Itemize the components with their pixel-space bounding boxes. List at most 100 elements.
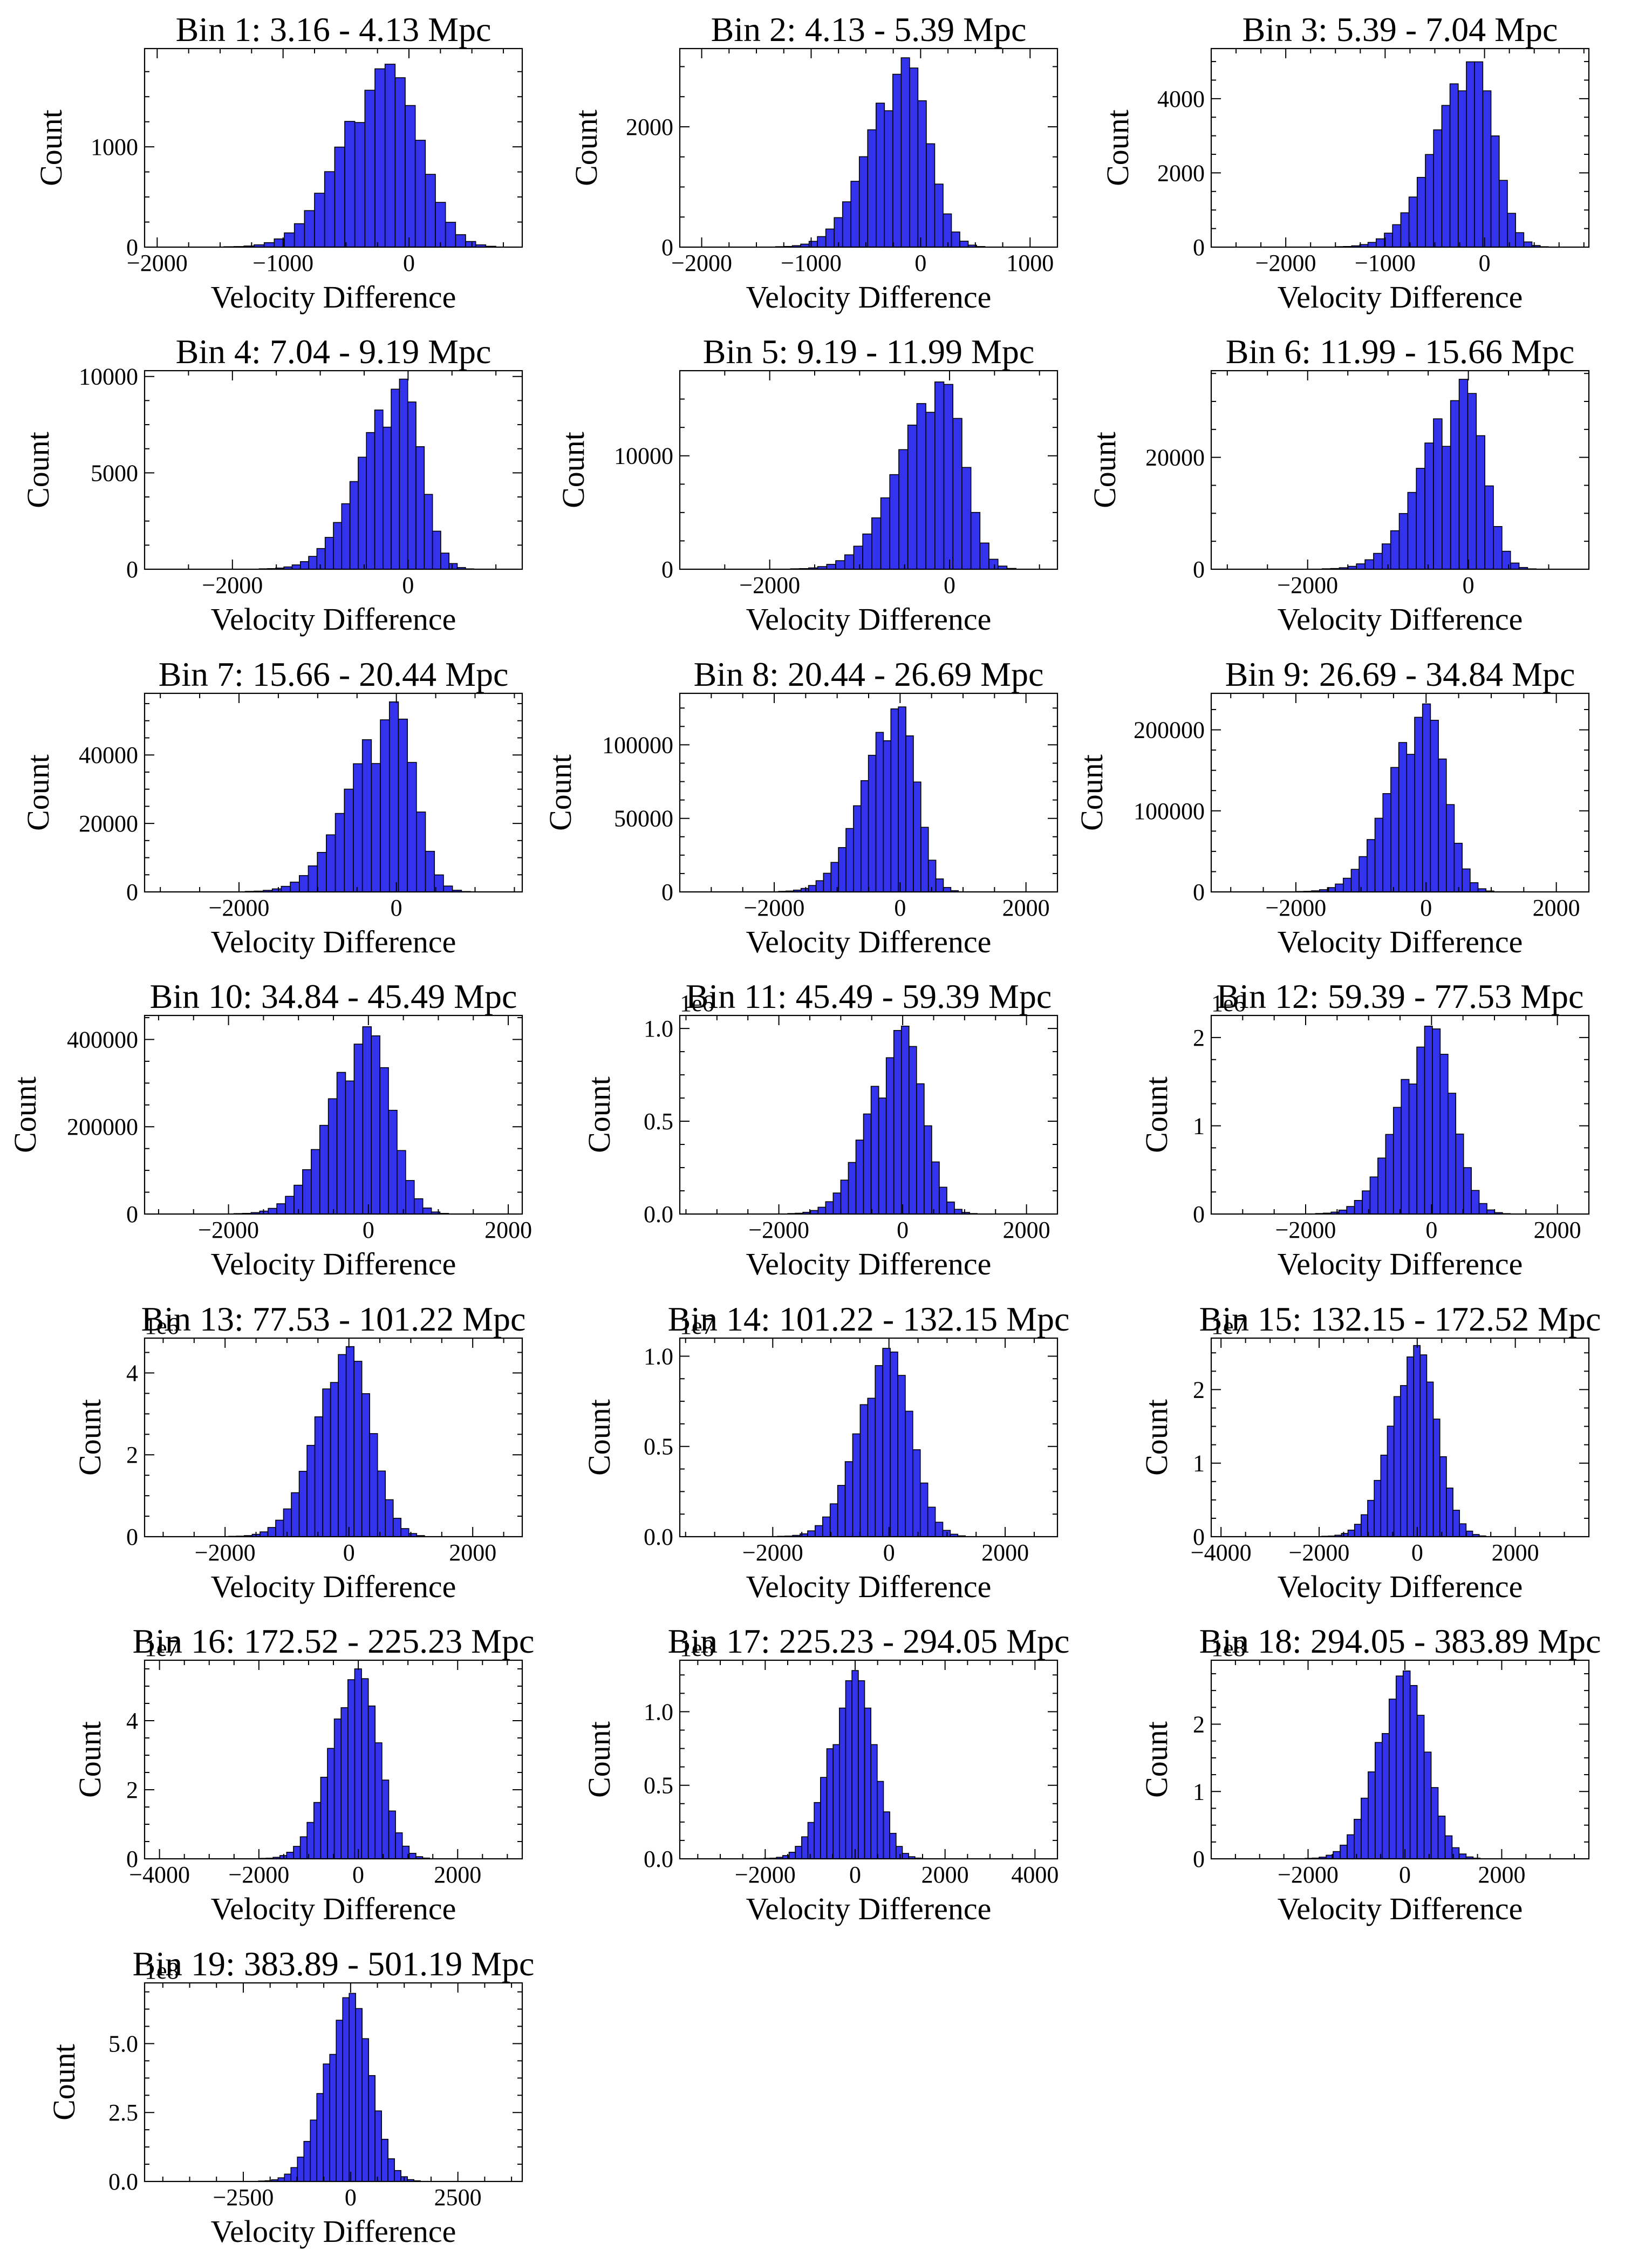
histogram-bar	[1395, 1675, 1404, 1859]
axes-frame	[1210, 692, 1590, 893]
histogram-bar	[298, 875, 309, 892]
histogram-bar	[1449, 83, 1459, 248]
panel-title: Bin 16: 172.52 - 225.23 Mpc	[133, 1622, 535, 1660]
histogram-bar	[829, 1503, 838, 1537]
histogram-bar	[316, 2093, 324, 2182]
histogram-bar	[924, 1125, 932, 1215]
histogram-bars	[763, 1670, 922, 1859]
histogram-bar	[374, 68, 386, 248]
histogram-bar	[445, 222, 456, 248]
x-axis-label: Velocity Difference	[211, 924, 456, 959]
histogram-bars	[233, 1026, 449, 1215]
y-axis-label: Count	[1087, 432, 1122, 508]
histogram-bar	[1373, 553, 1383, 570]
histogram-panel-5: −2000 0 0 10000 Bin 5: 9.19 - 11.99 Mpc Veloc…	[556, 332, 1059, 637]
histogram-bar	[822, 1516, 831, 1537]
histogram-bar	[905, 1410, 913, 1537]
histogram-bar	[1408, 196, 1418, 248]
histogram-bar	[1388, 1699, 1397, 1859]
histogram-panel-1: −2000 −1000 0 0 1000 Bin 1: 3.16 - 4.13 Mpc Ve…	[33, 10, 523, 315]
histogram-bar	[913, 781, 921, 892]
y-tick-label: 200000	[67, 1114, 138, 1140]
histogram-bar	[845, 828, 854, 892]
histogram-bar	[349, 1993, 357, 2182]
y-tick-label: 0	[126, 556, 138, 583]
y-tick-label: 4	[126, 1360, 138, 1386]
y-axis-label: Count	[1100, 110, 1135, 186]
axes-frame	[679, 47, 1059, 248]
histogram-bar	[823, 872, 832, 892]
histogram-bar	[334, 146, 345, 248]
histogram-bar	[840, 1179, 849, 1215]
y-tick-label: 1	[1193, 1778, 1205, 1805]
panel-title: Bin 19: 383.89 - 501.19 Mpc	[133, 1945, 535, 1983]
histogram-bar	[1335, 883, 1344, 892]
histogram-bar	[347, 1679, 356, 1859]
histogram-bar	[314, 193, 325, 248]
x-tick-label: 0	[363, 1217, 374, 1243]
histogram-bar	[919, 1482, 929, 1537]
histogram-bar	[465, 241, 476, 248]
histogram-bar	[807, 1822, 815, 1859]
histogram-bar	[1354, 1818, 1362, 1859]
histogram-bar	[353, 1044, 364, 1215]
histogram-bar	[317, 851, 327, 892]
x-tick-label: 0	[1425, 1217, 1437, 1243]
x-tick-label: 1000	[1006, 250, 1054, 276]
x-tick-label: 0	[897, 1217, 909, 1243]
histogram-bars	[775, 57, 986, 248]
y-tick-label: 1.0	[644, 1015, 673, 1042]
histogram-bar	[1478, 1203, 1487, 1215]
histogram-bar	[333, 1719, 342, 1859]
y-tick-label: 2	[1193, 1711, 1205, 1738]
histogram-bar	[1430, 1787, 1439, 1859]
histogram-bar	[1446, 1488, 1453, 1537]
histogram-bar	[916, 1083, 925, 1215]
histogram-bar	[867, 1397, 876, 1537]
histogram-bar	[263, 242, 275, 248]
histogram-bar	[1361, 1514, 1368, 1537]
y-tick-label: 20000	[79, 810, 138, 837]
histogram-bar	[1445, 804, 1455, 892]
histogram-bar	[934, 1522, 944, 1537]
histogram-panel-9: −2000 0 2000 0 100000 200000 Bin 9: 26.69 - 34…	[1074, 655, 1590, 959]
x-tick-label: 2000	[1002, 895, 1050, 921]
histogram-bar	[1340, 1844, 1348, 1859]
histogram-bar	[381, 1779, 390, 1859]
histogram-bar	[344, 788, 354, 892]
histogram-bar	[1455, 1133, 1464, 1215]
histogram-bar	[361, 1678, 369, 1859]
histogram-bar	[374, 2110, 382, 2182]
panel-title: Bin 6: 11.99 - 15.66 Mpc	[1226, 332, 1575, 371]
histogram-bar	[1400, 212, 1410, 248]
histogram-bar	[413, 1198, 424, 1215]
axes-frame	[679, 370, 1059, 570]
histogram-bar	[392, 1518, 402, 1537]
y-tick-label: 0	[1193, 1524, 1205, 1550]
histogram-bar	[867, 129, 877, 248]
x-tick-label: 0	[402, 572, 414, 598]
y-tick-label: 1.0	[644, 1699, 673, 1725]
panel-title: Bin 8: 20.44 - 26.69 Mpc	[694, 655, 1044, 693]
histogram-bar	[1387, 1426, 1395, 1537]
histogram-bar	[835, 560, 845, 570]
histogram-bar	[795, 1846, 802, 1859]
histogram-bar	[858, 156, 869, 248]
y-tick-label: 40000	[79, 742, 138, 768]
histogram-bar	[927, 1506, 936, 1537]
y-offset-text: 1e8	[680, 1635, 714, 1661]
x-tick-label: 2000	[484, 1217, 532, 1243]
x-tick-label: −2500	[213, 2184, 274, 2211]
y-tick-label: 10000	[614, 443, 673, 469]
x-axis-label: Velocity Difference	[746, 1246, 992, 1281]
x-tick-label: 0	[352, 1861, 364, 1888]
histogram-bar	[1416, 468, 1425, 570]
histogram-bar	[817, 236, 827, 248]
histogram-bar	[1426, 1381, 1434, 1537]
histogram-bar	[870, 1744, 878, 1859]
histogram-bar	[808, 885, 817, 892]
histogram-bar	[853, 546, 863, 570]
x-tick-label: −2000	[209, 895, 270, 921]
